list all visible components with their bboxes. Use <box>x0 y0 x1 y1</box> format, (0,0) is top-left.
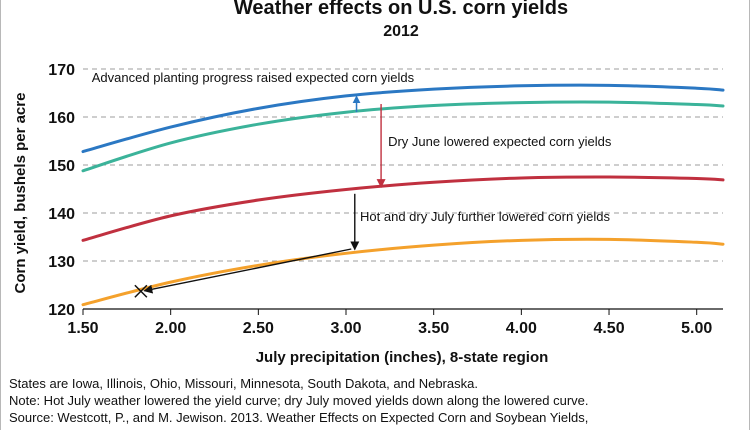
chart-subtitle: 2012 <box>383 23 419 40</box>
y-tick-label: 120 <box>48 302 75 319</box>
axis-layer: 120 130 140 150 160 170 1.50 2.00 2.50 3.00 3.50 4.… <box>48 62 723 337</box>
y-tick-label: 130 <box>48 254 75 271</box>
annotation-text-2: Hot and dry July further lowered corn yi… <box>360 209 611 224</box>
x-tick-label: 3.50 <box>418 320 449 337</box>
series-line-0 <box>81 83 725 154</box>
x-tick-label: 2.00 <box>155 320 186 337</box>
annotation-layer: Advanced planting progress raised expect… <box>92 70 612 298</box>
chart-title: Weather effects on U.S. corn yields <box>234 0 568 19</box>
annotation-arrow-3 <box>143 248 352 294</box>
annotation-text-1: Dry June lowered expected corn yields <box>388 134 612 149</box>
notes-block: States are Iowa, Illinois, Ohio, Missour… <box>9 375 749 426</box>
y-axis-label: Corn yield, bushels per acre <box>12 93 29 294</box>
note-text: Note: Hot July weather lowered the yield… <box>9 393 589 408</box>
x-tick-label: 3.00 <box>330 320 361 337</box>
series-line-1 <box>81 100 725 173</box>
x-tick-label: 5.00 <box>681 320 712 337</box>
x-tick-label: 4.00 <box>506 320 537 337</box>
source-text: Source: Westcott, P., and M. Jewison. 20… <box>9 410 589 425</box>
states-note: States are Iowa, Illinois, Ohio, Missour… <box>9 376 478 391</box>
y-tick-label: 150 <box>48 158 75 175</box>
series-line-2 <box>81 175 725 242</box>
x-tick-label: 4.50 <box>593 320 624 337</box>
series-layer <box>81 83 725 307</box>
x-axis-label: July precipitation (inches), 8-state reg… <box>256 349 549 366</box>
x-tick-label: 1.50 <box>67 320 98 337</box>
y-tick-label: 170 <box>48 62 75 79</box>
y-tick-label: 160 <box>48 110 75 127</box>
series-line-3 <box>81 237 725 307</box>
x-tick-label: 2.50 <box>243 320 274 337</box>
y-tick-label: 140 <box>48 206 75 223</box>
annotation-text-0: Advanced planting progress raised expect… <box>92 70 415 85</box>
grid-layer <box>83 68 723 262</box>
